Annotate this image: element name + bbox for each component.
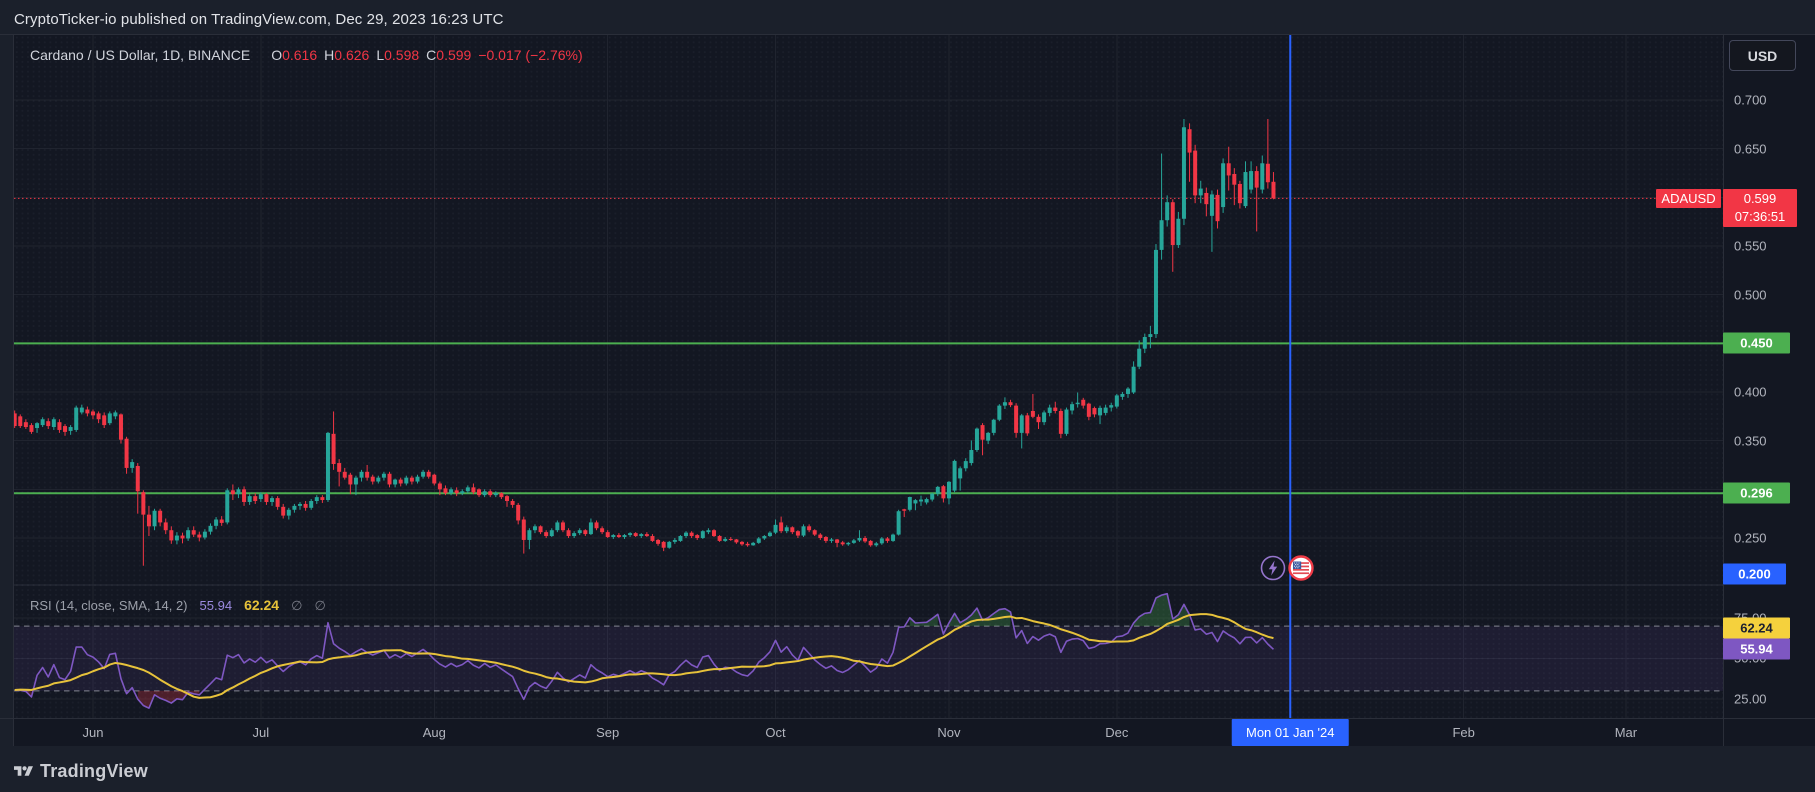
- symbol-title[interactable]: Cardano / US Dollar, 1D, BINANCE: [30, 47, 251, 63]
- rsi-current-value: 55.94: [199, 598, 233, 613]
- symbol-price-tag: ADAUSD: [1656, 188, 1721, 208]
- rsi-series-group: [14, 592, 1275, 709]
- time-tick-Nov: Nov: [937, 725, 961, 740]
- time-axis-separator: [0, 718, 1815, 719]
- high-value: 0.626: [334, 47, 370, 63]
- bar-countdown: 07:36:51: [1734, 208, 1786, 224]
- price-tick-0.650: 0.650: [1734, 141, 1767, 157]
- candles-group: [14, 118, 1276, 566]
- rsi-tick-25.00: 25.00: [1734, 691, 1767, 707]
- time-tick-Aug: Aug: [422, 725, 446, 740]
- open-value: 0.616: [282, 47, 318, 63]
- candlestick-chart-canvas[interactable]: [0, 35, 1815, 747]
- attribution-text: CryptoTicker-io published on TradingView…: [14, 11, 504, 28]
- price-tick-0.700: 0.700: [1734, 92, 1767, 108]
- level-label-0.296: 0.296: [1723, 482, 1790, 504]
- rsi-sma-axis-label: 62.24: [1723, 617, 1790, 639]
- rsi-axis-label: 55.94: [1723, 638, 1790, 660]
- time-tick-Sep: Sep: [596, 725, 620, 740]
- tradingview-logo[interactable]: TradingView: [14, 761, 148, 782]
- rsi-settings-label: RSI (14, close, SMA, 14, 2): [30, 598, 188, 613]
- chart-widget: Cardano / US Dollar, 1D, BINANCE O0.616 H0…: [0, 34, 1815, 747]
- time-tick-Feb: Feb: [1452, 725, 1475, 740]
- low-value: 0.598: [384, 47, 420, 63]
- last-price-value: 0.599: [1743, 190, 1777, 206]
- open-label: O: [271, 47, 283, 63]
- time-tick-Jul: Jul: [252, 725, 270, 740]
- left-gutter: [0, 35, 14, 747]
- symbol-legend[interactable]: Cardano / US Dollar, 1D, BINANCE O0.616 H0…: [30, 47, 583, 64]
- price-tick-0.500: 0.500: [1734, 287, 1767, 303]
- time-tick-Mar: Mar: [1614, 725, 1638, 740]
- change-value: −0.017 (−2.76%): [478, 47, 583, 63]
- time-tick-Jun: Jun: [82, 725, 104, 740]
- time-tick-Oct: Oct: [765, 725, 786, 740]
- rsi-legend[interactable]: RSI (14, close, SMA, 14, 2) 55.94 62.24 ∅ ∅: [30, 597, 326, 613]
- currency-toggle-button[interactable]: USD: [1729, 40, 1796, 71]
- price-tick-0.350: 0.350: [1734, 433, 1767, 449]
- level-label-0.200: 0.200: [1723, 563, 1786, 585]
- tradingview-wordmark: TradingView: [40, 761, 148, 781]
- rsi-empty-symbol-1: ∅: [291, 598, 303, 613]
- tradingview-logo-icon: [14, 766, 33, 776]
- price-tick-0.250: 0.250: [1734, 530, 1767, 546]
- price-tick-0.400: 0.400: [1734, 384, 1767, 400]
- close-label: C: [426, 47, 437, 63]
- us-flag-icon[interactable]: [1288, 555, 1314, 581]
- low-label: L: [376, 47, 385, 63]
- footer-bar: TradingView: [0, 746, 1815, 792]
- level-label-0.450: 0.450: [1723, 332, 1790, 354]
- rsi-empty-symbol-2: ∅: [314, 598, 326, 613]
- close-value: 0.599: [436, 47, 472, 63]
- rsi-sma-current-value: 62.24: [244, 597, 280, 613]
- high-label: H: [324, 47, 335, 63]
- last-price-label: 0.599 07:36:51: [1723, 188, 1797, 227]
- price-axis-separator: [1723, 35, 1724, 747]
- highlighted-date-label[interactable]: Mon 01 Jan '24: [1232, 719, 1349, 746]
- time-tick-Dec: Dec: [1105, 725, 1129, 740]
- economic-event-lightning-icon[interactable]: [1260, 555, 1286, 581]
- price-tick-0.550: 0.550: [1734, 238, 1767, 254]
